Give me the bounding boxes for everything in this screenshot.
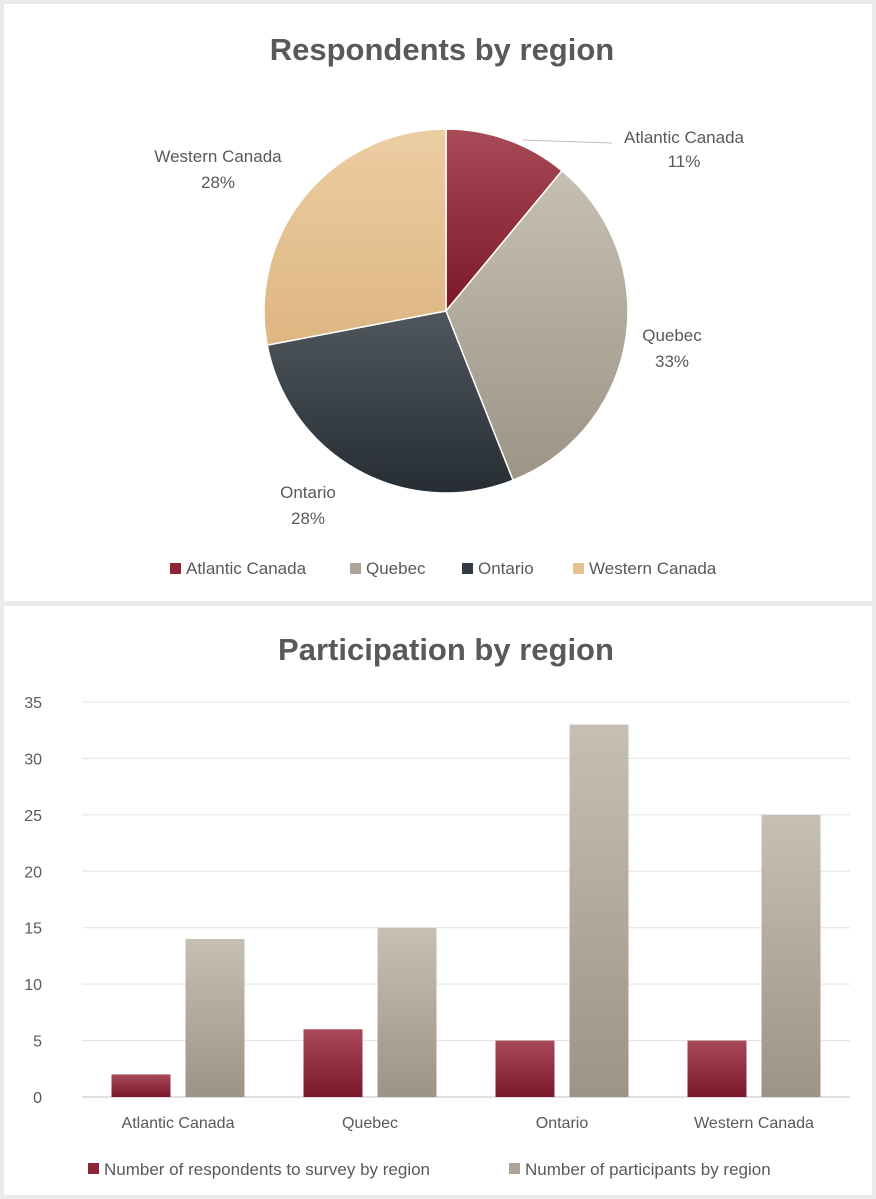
pie-slice-ontario xyxy=(266,310,514,494)
legend-swatch-atlantic-canada xyxy=(170,563,181,574)
y-tick-label: 35 xyxy=(24,695,42,712)
slice-value-quebec: 33% xyxy=(655,352,689,371)
y-tick-label: 20 xyxy=(24,864,42,881)
x-tick-label: Atlantic Canada xyxy=(122,1115,235,1132)
bar-chart: Participation by region 0 5 10 15 20 25 30 35 A… xyxy=(24,632,850,1179)
bar-ontario-participants xyxy=(569,724,629,1097)
pie-title: Respondents by region xyxy=(270,32,614,67)
x-tick-label: Ontario xyxy=(536,1115,589,1132)
y-tick-label: 25 xyxy=(24,808,42,825)
y-tick-label: 30 xyxy=(24,751,42,768)
slice-value-ontario: 28% xyxy=(291,509,325,528)
legend-swatch-respondents xyxy=(88,1163,99,1174)
legend-label-participants: Number of participants by region xyxy=(525,1160,771,1179)
bar-atlantic-canada-respondents xyxy=(111,1074,171,1097)
bar-quebec-participants xyxy=(377,927,437,1097)
slice-label-atlantic-canada: Atlantic Canada xyxy=(624,128,745,147)
slice-label-ontario: Ontario xyxy=(280,483,336,502)
pie-slice-atlantic-canada xyxy=(445,128,564,314)
bar-legend: Number of respondents to survey by regio… xyxy=(88,1160,771,1179)
leader-line xyxy=(522,139,613,144)
legend-swatch-participants xyxy=(509,1163,520,1174)
bar-title: Participation by region xyxy=(278,632,614,667)
y-tick-label: 15 xyxy=(24,921,42,938)
pie-chart: Respondents by region Atlantic Canada 11… xyxy=(154,32,745,578)
legend-label-respondents: Number of respondents to survey by regio… xyxy=(104,1160,430,1179)
legend-label-atlantic-canada: Atlantic Canada xyxy=(186,559,307,578)
slice-label-western-canada: Western Canada xyxy=(154,147,282,166)
bar-chart-panel: Participation by region 0 5 10 15 20 25 30 35 A… xyxy=(4,606,872,1195)
x-tick-label: Quebec xyxy=(342,1115,398,1132)
pie-legend: Atlantic Canada Quebec Ontario Western C… xyxy=(170,559,717,578)
legend-label-ontario: Ontario xyxy=(478,559,534,578)
bar-western-canada-respondents xyxy=(687,1040,747,1097)
slice-value-atlantic-canada: 11% xyxy=(668,152,701,171)
bar-ontario-respondents xyxy=(495,1040,555,1097)
legend-label-quebec: Quebec xyxy=(366,559,426,578)
y-tick-label: 0 xyxy=(33,1090,42,1107)
pie-chart-panel: Respondents by region Atlantic Canada 11… xyxy=(4,4,872,601)
y-tick-label: 10 xyxy=(24,977,42,994)
legend-swatch-quebec xyxy=(350,563,361,574)
x-tick-label: Western Canada xyxy=(694,1115,814,1132)
slice-value-western-canada: 28% xyxy=(201,173,235,192)
y-tick-label: 5 xyxy=(33,1034,42,1051)
bar-western-canada-participants xyxy=(761,814,821,1097)
pie-slice-western-canada xyxy=(263,128,447,346)
bar-quebec-respondents xyxy=(303,1029,363,1097)
slice-label-quebec: Quebec xyxy=(642,326,702,345)
legend-swatch-western-canada xyxy=(573,563,584,574)
legend-label-western-canada: Western Canada xyxy=(589,559,717,578)
pie-slice-quebec xyxy=(445,169,629,482)
legend-swatch-ontario xyxy=(462,563,473,574)
bar-atlantic-canada-participants xyxy=(185,939,245,1097)
